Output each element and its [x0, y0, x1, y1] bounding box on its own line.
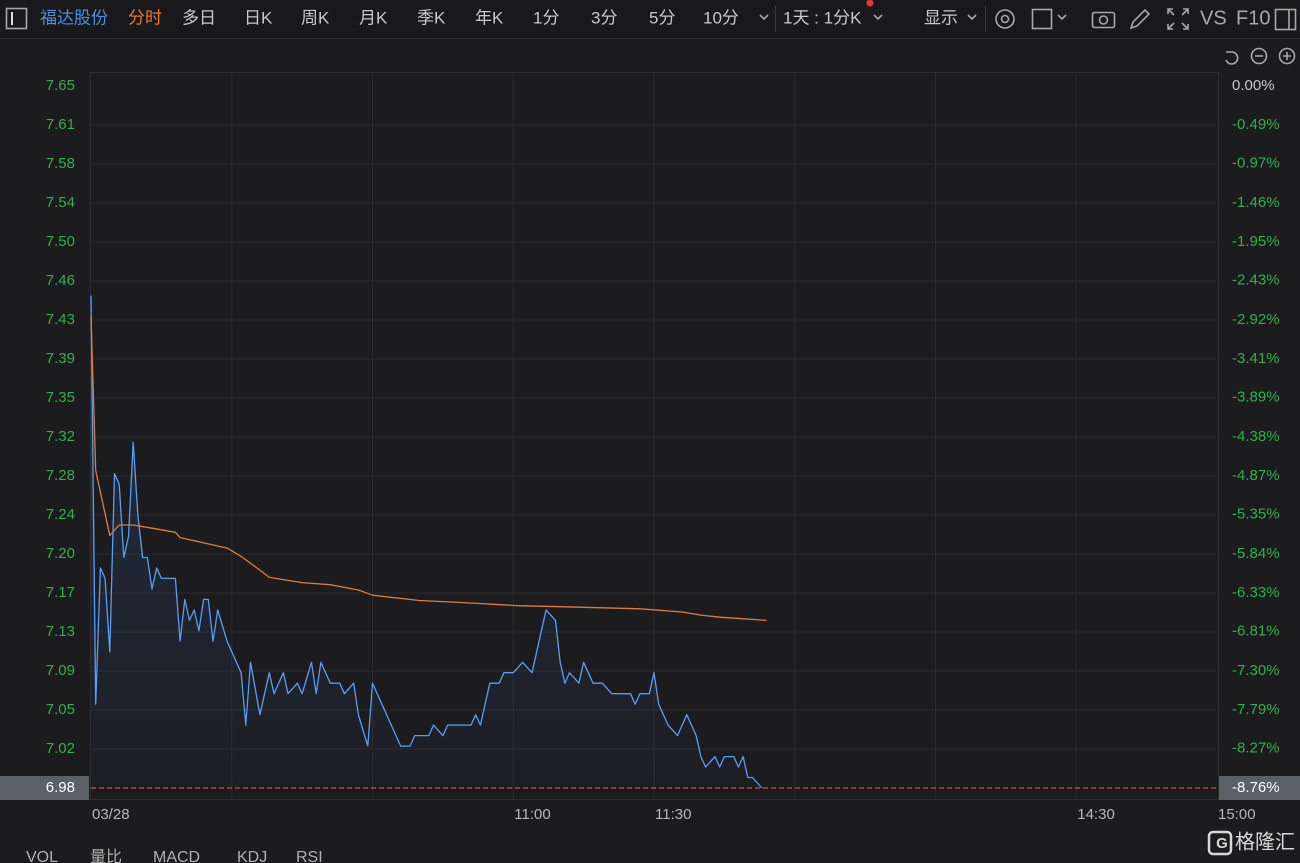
toolbar — [0, 0, 1300, 38]
indicator-tab[interactable]: MACD — [153, 849, 200, 863]
zoom-controls — [1225, 47, 1296, 65]
menu-icon[interactable] — [5, 7, 28, 30]
tab[interactable]: 10分 — [703, 8, 739, 27]
toolbar-icons — [5, 0, 1297, 32]
y2-tick-label: -1.95% — [1232, 233, 1280, 250]
price-line — [90, 295, 763, 789]
tab[interactable]: 季K — [417, 8, 446, 27]
indicator-tab[interactable]: VOL — [26, 849, 58, 863]
y-tick-label: 7.54 — [46, 194, 75, 211]
settings-icon-core — [1000, 14, 1010, 24]
y2-tick-label: -7.30% — [1232, 662, 1280, 679]
x-tick-label: 15:00 — [1218, 806, 1256, 823]
y-tick-label: 7.13 — [46, 623, 75, 640]
panel-icon[interactable] — [1274, 8, 1297, 31]
period-selector[interactable]: 1天 : 1分K — [783, 8, 862, 27]
pencil-icon[interactable] — [1129, 8, 1151, 30]
y-tick-label: 7.05 — [46, 701, 75, 718]
y-tick-label: 7.50 — [46, 233, 75, 250]
camera-lens — [1098, 15, 1109, 25]
tab[interactable]: 日K — [244, 8, 273, 27]
vs-button[interactable]: VS — [1200, 7, 1227, 29]
tab[interactable]: 年K — [475, 8, 504, 27]
y2-tick-label: -5.35% — [1232, 506, 1280, 523]
f10-button[interactable]: F10 — [1236, 7, 1270, 29]
y-tick-label: 7.46 — [46, 272, 75, 289]
y-tick-label: 6.98 — [46, 779, 75, 796]
y2-tick-label: -2.92% — [1232, 311, 1280, 328]
y-tick-label: 7.65 — [46, 77, 75, 94]
color-icon[interactable] — [1031, 8, 1053, 30]
tab[interactable]: 3分 — [591, 8, 617, 27]
indicator-tab[interactable]: KDJ — [237, 849, 267, 863]
y-tick-label: 7.58 — [46, 155, 75, 172]
zoom-out-icon[interactable] — [1250, 47, 1268, 65]
y2-tick-label: -1.46% — [1232, 194, 1280, 211]
price-highlight — [0, 776, 89, 800]
tab[interactable]: 分时 — [128, 8, 162, 27]
y-tick-label: 7.32 — [46, 428, 75, 445]
y2-tick-label: -2.43% — [1232, 272, 1280, 289]
y-tick-label: 7.43 — [46, 311, 75, 328]
x-tick-label: 03/28 — [92, 806, 130, 823]
tab[interactable]: 1分 — [533, 8, 559, 27]
indicator-tab[interactable]: 量比 — [90, 848, 122, 863]
x-tick-label: 11:30 — [655, 806, 691, 823]
chevron[interactable] — [873, 14, 883, 21]
camera-icon[interactable] — [1091, 11, 1116, 29]
y2-tick-label: -3.89% — [1232, 389, 1280, 406]
y-tick-label: 7.09 — [46, 662, 75, 679]
y2-tick-label: -8.76% — [1232, 779, 1280, 796]
tab[interactable]: 多日 — [182, 8, 216, 27]
indicator-tab[interactable]: RSI — [296, 849, 323, 863]
chevron[interactable] — [1057, 14, 1067, 21]
y-tick-label: 7.35 — [46, 389, 75, 406]
tab[interactable]: 周K — [301, 8, 330, 27]
y2-tick-label: -0.97% — [1232, 155, 1280, 172]
y2-tick-label: -4.87% — [1232, 467, 1280, 484]
y2-tick-label: -0.49% — [1232, 116, 1280, 133]
watermark: G 格隆汇 — [1207, 830, 1295, 856]
y2-tick-label: -7.79% — [1232, 701, 1280, 718]
zoom-in-sign — [1283, 52, 1291, 60]
y2-tick-label: -3.41% — [1232, 350, 1280, 367]
settings-icon[interactable] — [995, 9, 1015, 29]
y-tick-label: 7.39 — [46, 350, 75, 367]
display-menu[interactable]: 显示 — [924, 8, 958, 27]
y2-tick-label: -6.33% — [1232, 584, 1280, 601]
chevron[interactable] — [759, 14, 769, 21]
zoom-in-icon[interactable] — [1278, 47, 1296, 65]
y-tick-label: 7.02 — [46, 740, 75, 757]
y-tick-label: 7.17 — [46, 584, 75, 601]
reset-icon[interactable] — [1225, 51, 1239, 65]
x-tick-label: 14:30 — [1077, 806, 1115, 823]
y-tick-label: 7.28 — [46, 467, 75, 484]
y-tick-label: 7.61 — [46, 116, 75, 133]
area-fill — [91, 295, 762, 788]
watermark-text: 格隆汇 — [1235, 830, 1295, 853]
y-tick-label: 7.24 — [46, 506, 75, 523]
tab[interactable]: 月K — [359, 8, 388, 27]
notify-dot — [866, 0, 874, 7]
chevron[interactable] — [967, 14, 977, 21]
x-tick-label: 11:00 — [514, 806, 550, 823]
y2-tick-label: -5.84% — [1232, 545, 1280, 562]
stock-name[interactable]: 福达股份 — [40, 8, 108, 27]
y2-tick-label: -6.81% — [1232, 623, 1280, 640]
tab[interactable]: 5分 — [649, 8, 675, 27]
y2-tick-label: -8.27% — [1232, 740, 1280, 757]
watermark-logo — [1207, 830, 1233, 856]
average-line — [90, 316, 767, 622]
watermark-logo-letter: G — [1216, 835, 1228, 852]
y2-tick-label: -4.38% — [1232, 428, 1280, 445]
y2-tick-label: 0.00% — [1232, 77, 1275, 94]
y-tick-label: 7.20 — [46, 545, 75, 562]
change-highlight — [1219, 776, 1300, 800]
fullscreen-icon[interactable] — [1167, 8, 1189, 30]
